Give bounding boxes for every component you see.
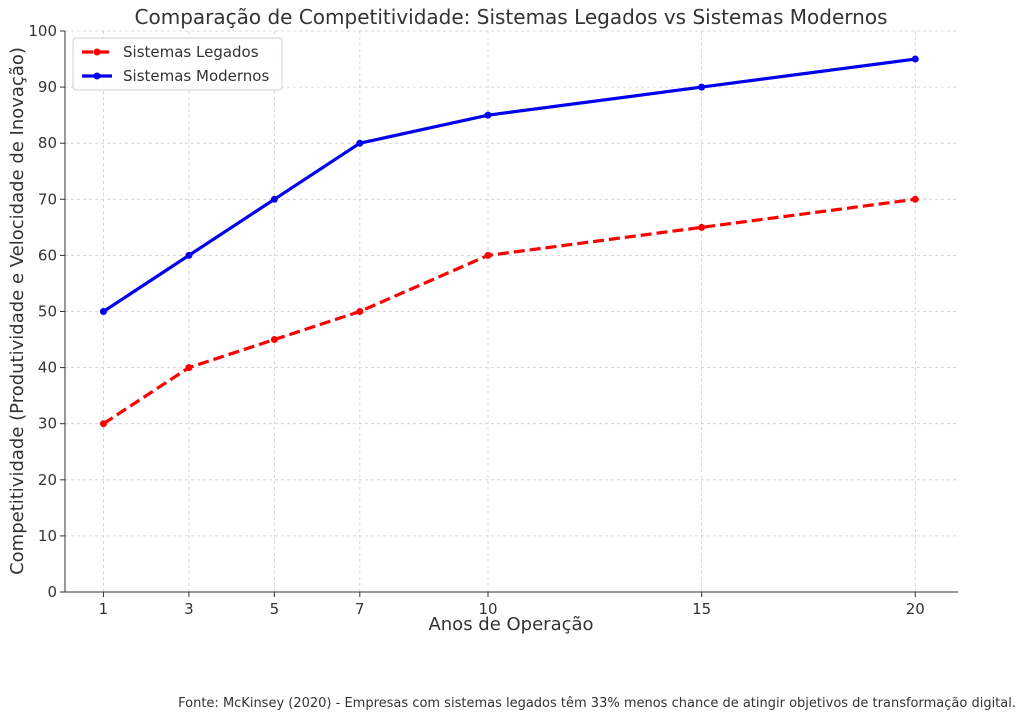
- data-point-sistemas-modernos: [698, 83, 706, 91]
- y-tick-label: 0: [47, 583, 57, 601]
- legend-marker: [93, 48, 101, 56]
- data-point-sistemas-legados: [99, 420, 107, 428]
- data-point-sistemas-modernos: [911, 55, 919, 63]
- legend-label: Sistemas Legados: [123, 43, 259, 61]
- data-point-sistemas-modernos: [484, 111, 492, 119]
- data-point-sistemas-modernos: [185, 251, 193, 259]
- source-note: Fonte: McKinsey (2020) - Empresas com si…: [178, 696, 1016, 711]
- y-tick-label: 70: [38, 190, 57, 208]
- chart: Comparação de Competitividade: Sistemas …: [7, 5, 958, 635]
- data-point-sistemas-legados: [356, 308, 364, 315]
- y-ticks: 0 10 20 30 40 50 60 70 80 90 100: [28, 22, 65, 601]
- x-tick-label: 15: [692, 600, 711, 618]
- x-tick-label: 7: [355, 600, 365, 618]
- data-point-sistemas-modernos: [99, 308, 107, 315]
- legend: Sistemas Legados Sistemas Modernos: [72, 37, 283, 91]
- data-point-sistemas-modernos: [270, 195, 278, 203]
- data-point-sistemas-legados: [185, 364, 193, 372]
- y-tick-label: 80: [38, 134, 57, 152]
- series-layer: [99, 55, 919, 428]
- x-tick-label: 10: [478, 600, 497, 618]
- legend-box: [72, 37, 283, 91]
- x-ticks: 1 3 5 7 10 15 20: [99, 592, 925, 618]
- x-tick-label: 3: [184, 600, 194, 618]
- y-tick-label: 20: [38, 471, 57, 489]
- y-tick-label: 30: [38, 415, 57, 433]
- y-tick-label: 40: [38, 359, 57, 377]
- chart-title: Comparação de Competitividade: Sistemas …: [135, 5, 888, 29]
- data-point-sistemas-legados: [270, 336, 278, 344]
- x-axis-label: Anos de Operação: [428, 614, 593, 635]
- y-tick-label: 10: [38, 527, 57, 545]
- legend-label: Sistemas Modernos: [123, 67, 269, 85]
- data-point-sistemas-legados: [698, 223, 706, 231]
- grid: [65, 30, 958, 593]
- y-tick-label: 50: [38, 303, 57, 321]
- y-axis-label: Competitividade (Produtividade e Velocid…: [7, 47, 28, 575]
- legend-marker: [93, 72, 101, 80]
- y-tick-label: 60: [38, 246, 57, 264]
- y-tick-label: 90: [38, 78, 57, 96]
- x-tick-label: 20: [906, 600, 925, 618]
- data-point-sistemas-legados: [484, 251, 492, 259]
- x-tick-label: 5: [270, 600, 280, 618]
- x-tick-label: 1: [99, 600, 109, 618]
- series-line-sistemas-modernos: [102, 57, 916, 313]
- data-point-sistemas-legados: [911, 195, 919, 203]
- data-point-sistemas-modernos: [356, 139, 364, 147]
- y-tick-label: 100: [28, 22, 57, 40]
